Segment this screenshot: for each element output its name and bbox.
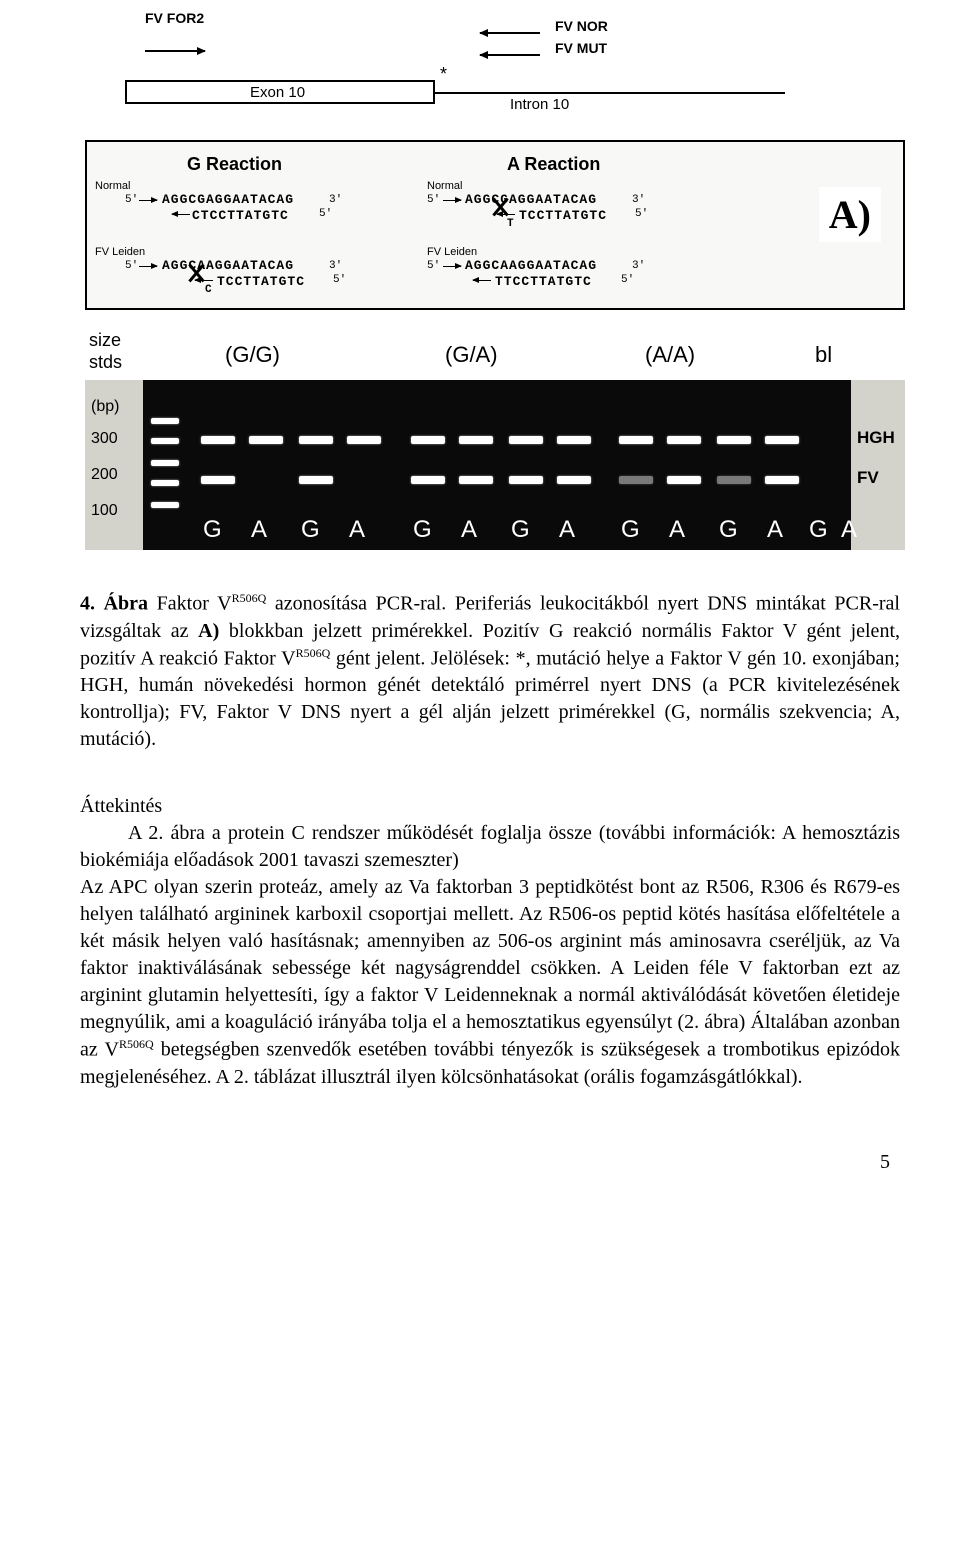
- a-leiden-top: AGGCAAGGAATACAG: [465, 258, 597, 273]
- g-leiden-bot: TCCTTATGTC: [217, 274, 305, 289]
- arrow-fvnor: [480, 32, 540, 34]
- mutation-star: *: [440, 64, 447, 85]
- gel-figure: size stds (G/G) (G/A) (A/A) bl (bp)30020…: [85, 330, 905, 550]
- aa-label: (A/A): [645, 342, 695, 368]
- arrow-fvmut: [480, 54, 540, 56]
- a-leiden-bot: TTCCTTATGTC: [495, 274, 592, 289]
- ga-label: (G/A): [445, 342, 498, 368]
- primer-schematic: FV FOR2 FV NOR FV MUT * Exon 10 Intron 1…: [90, 10, 790, 130]
- a-reaction-title: A Reaction: [507, 154, 600, 175]
- gel-header: size stds (G/G) (G/A) (A/A) bl: [85, 330, 905, 380]
- overview-p1: A 2. ábra a protein C rendszer működését…: [80, 820, 900, 874]
- label-fvnor: FV NOR: [555, 18, 608, 34]
- intron-line: [435, 92, 785, 94]
- gg-label: (G/G): [225, 342, 280, 368]
- label-normal: Normal: [95, 180, 130, 192]
- g-leiden-bot-c: C: [205, 284, 213, 296]
- g-reaction-title: G Reaction: [187, 154, 282, 175]
- a-normal-bot-t: T: [507, 218, 515, 230]
- a-normal-bot: TCCTTATGTC: [519, 208, 607, 223]
- overview-section: Áttekintés A 2. ábra a protein C rendsze…: [80, 793, 900, 1091]
- label-intron: Intron 10: [510, 96, 569, 113]
- stds-label: stds: [89, 352, 122, 373]
- label-leiden: FV Leiden: [95, 246, 145, 258]
- label-normal-a: Normal: [427, 180, 462, 192]
- g-normal-bot: CTCCTTATGTC: [192, 208, 289, 223]
- reactions-panel: G Reaction A Reaction Normal 5′ AGGCGAGG…: [85, 140, 905, 310]
- size-label: size: [89, 330, 121, 351]
- label-leiden-a: FV Leiden: [427, 246, 477, 258]
- label-fvmut: FV MUT: [555, 40, 607, 56]
- gel-image: (bp)300200100HGHFVGAGAGAGAGAGAGA: [85, 380, 905, 550]
- arrow-fvfor2: [145, 50, 205, 52]
- overview-p2: Az APC olyan szerin proteáz, amely az Va…: [80, 874, 900, 1091]
- figure-caption: 4. Ábra Faktor VR506Q azonosítása PCR-ra…: [80, 590, 900, 753]
- g-leiden-top: AGGCAAGGAATACAG: [162, 258, 294, 273]
- g-normal-top: AGGCGAGGAATACAG: [162, 192, 294, 207]
- label-fvfor2: FV FOR2: [145, 10, 204, 26]
- overview-heading: Áttekintés: [80, 793, 900, 820]
- page-number: 5: [80, 1151, 900, 1174]
- a-normal-top: AGGCGAGGAATACAG: [465, 192, 597, 207]
- bl-label: bl: [815, 342, 832, 368]
- label-exon: Exon 10: [250, 84, 305, 101]
- caption-lead-bold: 4. Ábra: [80, 593, 148, 615]
- panel-a-label: A): [819, 187, 881, 242]
